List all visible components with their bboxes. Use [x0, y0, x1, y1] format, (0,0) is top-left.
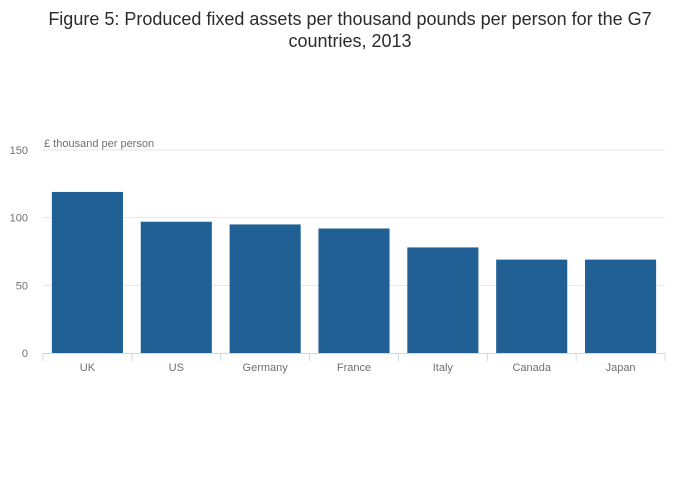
y-tick-label: 150 [10, 145, 28, 157]
x-tick-label: UK [80, 362, 96, 374]
chart-title-line-2: countries, 2013 [288, 31, 412, 51]
x-tick-label: Germany [243, 362, 289, 374]
x-axis: UK US Germany France Italy Canada Japan [42, 353, 666, 374]
bar-france [318, 228, 390, 353]
bar-us [140, 221, 212, 353]
x-tick-label: Canada [512, 362, 551, 374]
bar-germany [229, 224, 301, 353]
y-tick-label: 0 [22, 348, 28, 360]
bar-uk [51, 191, 123, 353]
x-tick-label: France [337, 362, 371, 374]
chart-title: Figure 5: Produced fixed assets per thou… [0, 8, 700, 52]
y-axis-ticks: 0 50 100 150 [10, 145, 28, 360]
x-tick-label: Italy [433, 362, 454, 374]
y-tick-label: 50 [16, 280, 28, 292]
bar-japan [585, 259, 657, 353]
chart-title-line-1: Figure 5: Produced fixed assets per thou… [48, 9, 652, 29]
bars [51, 191, 657, 353]
y-axis-label: £ thousand per person [44, 138, 154, 150]
bar-italy [407, 247, 479, 353]
x-tick-label: US [169, 362, 184, 374]
x-tick-label: Japan [606, 362, 636, 374]
y-tick-label: 100 [10, 213, 28, 225]
bar-canada [496, 259, 568, 353]
